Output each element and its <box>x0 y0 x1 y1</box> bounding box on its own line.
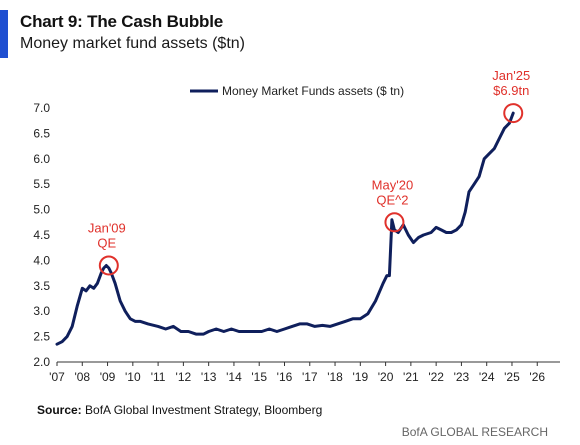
y-tick-label: 6.0 <box>33 152 50 166</box>
x-tick-label: '22 <box>428 370 444 384</box>
x-tick-label: '16 <box>277 370 293 384</box>
y-tick-label: 3.5 <box>33 279 50 293</box>
x-tick-label: '20 <box>378 370 394 384</box>
x-tick-label: '26 <box>529 370 545 384</box>
x-tick-label: '18 <box>327 370 343 384</box>
chart-axes: '07 '08 '09 '10 '11 '12 '13 '14 '15 '16 '17 '18 '19 '… <box>33 101 560 384</box>
chart-series <box>55 111 515 346</box>
annotation-circle <box>384 212 405 233</box>
x-tick-label: '23 <box>454 370 470 384</box>
x-tick-label: '19 <box>352 370 368 384</box>
x-tick-label: '11 <box>151 370 166 384</box>
y-tick-label: 5.0 <box>33 203 50 217</box>
y-tick-label: 4.5 <box>33 228 50 242</box>
x-tick-label: '12 <box>176 370 192 384</box>
y-tick-label: 5.5 <box>33 177 50 191</box>
y-tick-label: 2.0 <box>33 355 50 369</box>
x-tick-label: '09 <box>100 370 116 384</box>
y-tick-label: 7.0 <box>33 101 50 115</box>
x-tick-label: '17 <box>302 370 318 384</box>
annotation-label: QE <box>97 235 116 250</box>
annotation-label: Jan'25 <box>492 68 530 83</box>
chart-title: Chart 9: The Cash Bubble <box>20 12 224 31</box>
annotation-circle <box>503 103 524 124</box>
x-tick-label: '25 <box>504 370 520 384</box>
x-tick-label: '24 <box>479 370 495 384</box>
legend-label: Money Market Funds assets ($ tn) <box>222 84 404 98</box>
annotation-label: $6.9tn <box>493 83 529 98</box>
x-tick-label: '07 <box>49 370 65 384</box>
y-tick-label: 2.5 <box>33 330 50 344</box>
chart-legend: Money Market Funds assets ($ tn) <box>190 84 404 98</box>
title-accent-bar <box>0 10 8 58</box>
brand-footer: BofA GLOBAL RESEARCH <box>401 425 548 439</box>
y-tick-label: 4.0 <box>33 253 50 267</box>
x-tick-label: '14 <box>226 370 242 384</box>
source-label: Source: <box>37 403 82 417</box>
x-tick-label: '21 <box>403 370 419 384</box>
source-note: Source: BofA Global Investment Strategy,… <box>37 403 322 417</box>
chart-subtitle: Money market fund assets ($tn) <box>20 35 245 52</box>
annotation-label: Jan'09 <box>88 220 126 235</box>
x-tick-label: '10 <box>125 370 141 384</box>
y-tick-label: 3.0 <box>33 304 50 318</box>
annotation-label: May'20 <box>372 177 414 192</box>
x-tick-label: '13 <box>201 370 217 384</box>
source-text: BofA Global Investment Strategy, Bloombe… <box>85 403 323 417</box>
annotation-label: QE^2 <box>376 192 408 207</box>
x-tick-label: '15 <box>251 370 267 384</box>
y-tick-label: 6.5 <box>33 126 50 140</box>
annotation-circle <box>98 255 119 276</box>
x-tick-label: '08 <box>74 370 90 384</box>
